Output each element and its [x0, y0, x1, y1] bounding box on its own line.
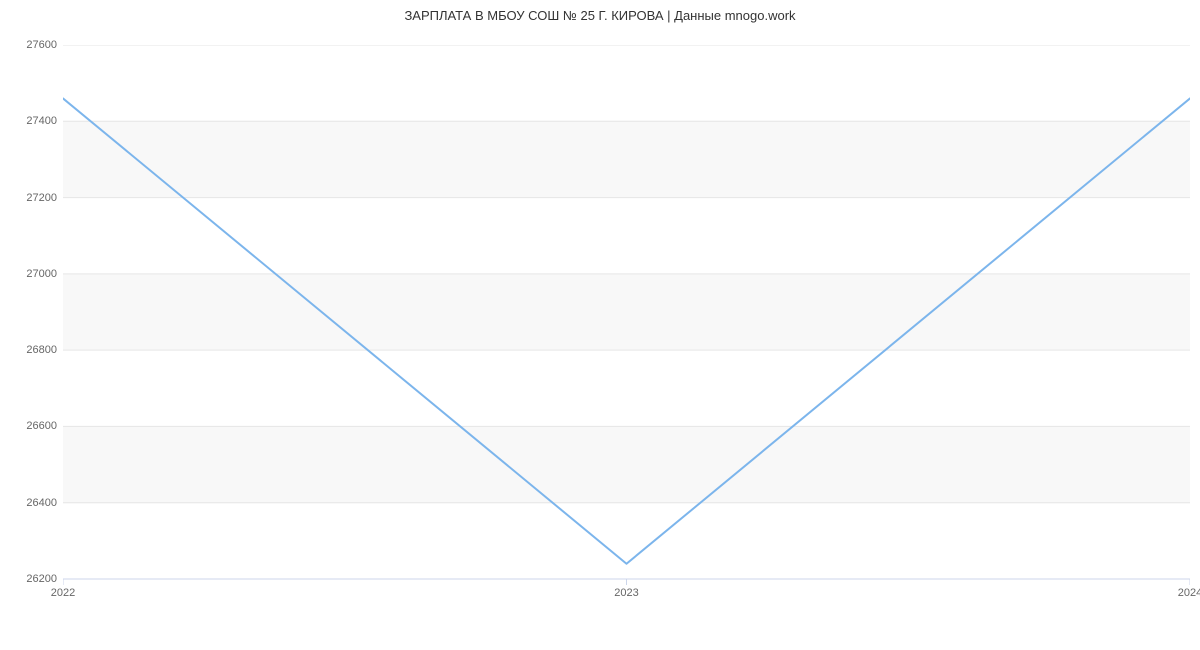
x-tick-label: 2023 — [597, 587, 657, 599]
y-tick-label: 27000 — [7, 268, 57, 280]
plot-area — [63, 45, 1190, 579]
chart-title: ЗАРПЛАТА В МБОУ СОШ № 25 Г. КИРОВА | Дан… — [0, 0, 1200, 23]
y-tick-label: 27600 — [7, 39, 57, 51]
y-tick-label: 27400 — [7, 115, 57, 127]
y-tick-label: 27200 — [7, 192, 57, 204]
x-tick-label: 2024 — [1160, 587, 1200, 599]
chart-container: ЗАРПЛАТА В МБОУ СОШ № 25 Г. КИРОВА | Дан… — [0, 0, 1200, 650]
y-tick-label: 26200 — [7, 573, 57, 585]
y-tick-label: 26600 — [7, 420, 57, 432]
y-tick-label: 26400 — [7, 497, 57, 509]
chart-svg — [63, 45, 1190, 599]
y-tick-label: 26800 — [7, 344, 57, 356]
x-tick-label: 2022 — [33, 587, 93, 599]
